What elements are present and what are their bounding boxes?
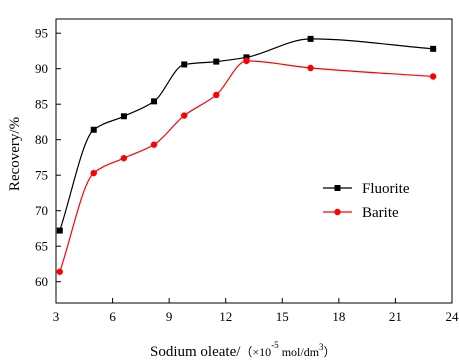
legend-label-barite: Barite [362, 205, 399, 221]
y-tick-label: 60 [35, 274, 48, 289]
data-point-fluorite [120, 113, 127, 120]
data-point-barite [56, 268, 63, 275]
x-tick-label: 24 [446, 309, 459, 324]
data-point-barite [90, 169, 97, 177]
series-line-fluorite [59, 38, 434, 231]
x-axis-title: Sodium oleate/（×10-5 mol/dm3） [150, 340, 336, 360]
y-tick-label: 80 [35, 132, 48, 147]
series-fluorite [56, 35, 437, 234]
plot-frame [55, 18, 453, 304]
legend-marker-barite [334, 208, 341, 216]
series-line-barite [59, 60, 434, 272]
data-point-barite [243, 57, 250, 65]
x-axis-title-prefix: Sodium oleate/ [150, 344, 241, 360]
data-point-fluorite [151, 98, 158, 105]
series-barite [56, 57, 437, 275]
x-tick-label: 9 [166, 309, 173, 324]
legend-label-fluorite: Fluorite [362, 181, 410, 197]
data-point-barite [213, 91, 220, 99]
data-point-barite [150, 141, 158, 148]
data-point-fluorite [213, 58, 220, 65]
y-tick-label: 90 [35, 61, 48, 76]
y-axis-title: Recovery/% [7, 117, 23, 191]
x-axis-title-unit-mid: mol/dm [282, 345, 320, 359]
legend-entry-barite: Barite [323, 205, 399, 221]
plot-border [55, 18, 453, 304]
y-tick-label: 85 [35, 97, 48, 112]
data-point-fluorite [430, 45, 437, 52]
y-tick-label: 70 [35, 203, 48, 218]
data-point-fluorite [181, 61, 188, 68]
data-point-fluorite [307, 35, 314, 42]
x-tick-label: 6 [109, 309, 116, 324]
x-tick-label: 21 [389, 309, 402, 324]
x-axis-title-unit-close: ） [324, 345, 336, 359]
x-tick-label: 18 [332, 309, 345, 324]
x-tick-label: 3 [53, 309, 60, 324]
y-axis: 60 65 70 75 80 85 90 95 [35, 26, 61, 289]
y-tick-label: 75 [35, 168, 48, 183]
legend: Fluorite Barite [323, 181, 410, 221]
x-axis-title-unit-exp: 3 [319, 342, 324, 352]
data-point-barite [181, 112, 188, 119]
legend-marker-fluorite [334, 185, 341, 191]
x-axis-title-exponent: -5 [271, 340, 279, 350]
x-axis-title-unit-open: （×10 [240, 345, 271, 359]
data-point-fluorite [243, 54, 250, 61]
data-point-barite [307, 64, 314, 72]
y-tick-label: 65 [35, 239, 48, 254]
x-tick-label: 12 [219, 309, 232, 324]
x-tick-label: 15 [276, 309, 289, 324]
legend-entry-fluorite: Fluorite [323, 181, 410, 197]
data-point-barite [429, 73, 437, 80]
y-tick-label: 95 [35, 26, 48, 41]
series-layer [56, 35, 437, 275]
x-axis: 3 6 9 12 15 18 21 24 [53, 298, 459, 324]
data-point-fluorite [90, 126, 97, 133]
data-point-barite [120, 154, 128, 162]
data-point-fluorite [56, 227, 63, 234]
